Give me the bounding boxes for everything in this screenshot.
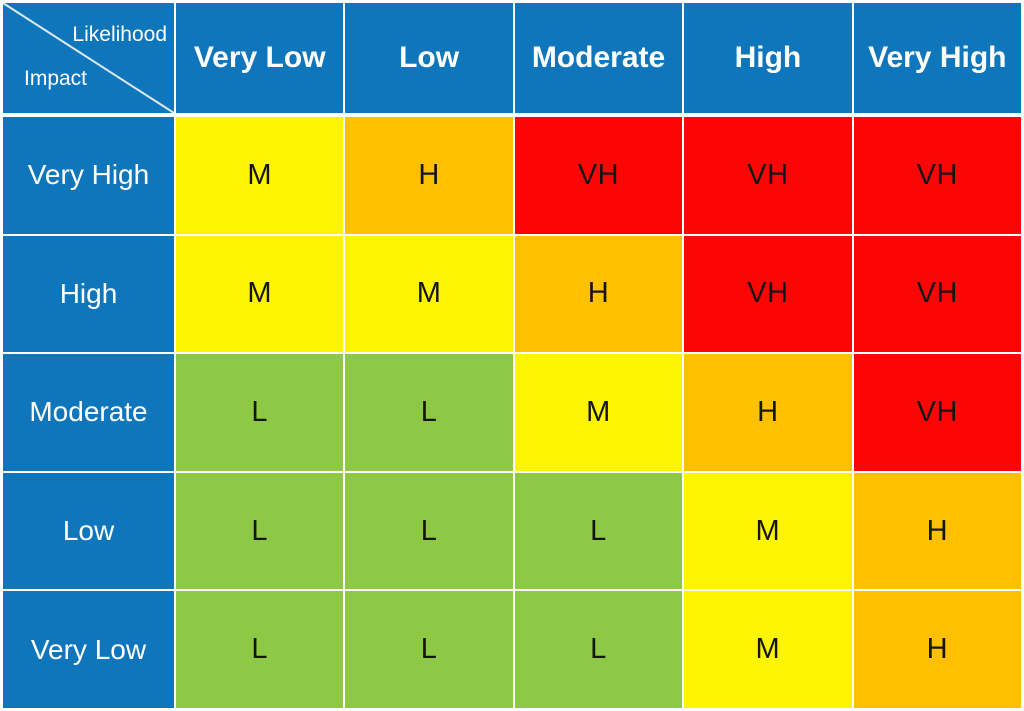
risk-cell: M	[345, 235, 513, 353]
risk-cell: VH	[684, 235, 852, 353]
row-header-very-low: Very Low	[3, 591, 174, 708]
risk-cell: L	[176, 472, 344, 590]
risk-cell: L	[345, 354, 513, 471]
risk-cell: M	[684, 591, 852, 708]
risk-cell: H	[853, 472, 1021, 590]
diagonal-divider-line	[3, 3, 174, 113]
column-header-low: Low	[345, 3, 513, 115]
risk-cell: L	[345, 472, 513, 590]
risk-cell: VH	[684, 117, 852, 234]
risk-cell: L	[345, 591, 513, 708]
risk-cell: H	[345, 117, 513, 234]
column-header-very-low: Very Low	[176, 3, 344, 115]
row-header-low: Low	[3, 472, 174, 590]
column-header-moderate: Moderate	[514, 3, 683, 115]
risk-matrix-grid: Likelihood Impact Very Low Low Moderate …	[3, 3, 1021, 708]
risk-cell: M	[176, 235, 344, 353]
risk-cell: L	[176, 591, 344, 708]
risk-cell: H	[514, 235, 683, 353]
risk-cell: VH	[853, 117, 1021, 234]
likelihood-axis-label: Likelihood	[72, 23, 167, 46]
column-header-high: High	[684, 3, 852, 115]
row-header-very-high: Very High	[3, 117, 174, 234]
risk-cell: M	[514, 354, 683, 471]
risk-cell: H	[853, 591, 1021, 708]
corner-cell: Likelihood Impact	[3, 3, 174, 115]
risk-cell: L	[176, 354, 344, 471]
row-header-high: High	[3, 235, 174, 353]
column-header-very-high: Very High	[853, 3, 1021, 115]
row-header-moderate: Moderate	[3, 354, 174, 471]
risk-cell: L	[514, 472, 683, 590]
risk-cell: VH	[853, 354, 1021, 471]
risk-cell: H	[684, 354, 852, 471]
risk-cell: M	[684, 472, 852, 590]
impact-axis-label: Impact	[24, 67, 88, 90]
risk-cell: VH	[853, 235, 1021, 353]
risk-cell: M	[176, 117, 344, 234]
risk-cell: L	[514, 591, 683, 708]
risk-cell: VH	[514, 117, 683, 234]
